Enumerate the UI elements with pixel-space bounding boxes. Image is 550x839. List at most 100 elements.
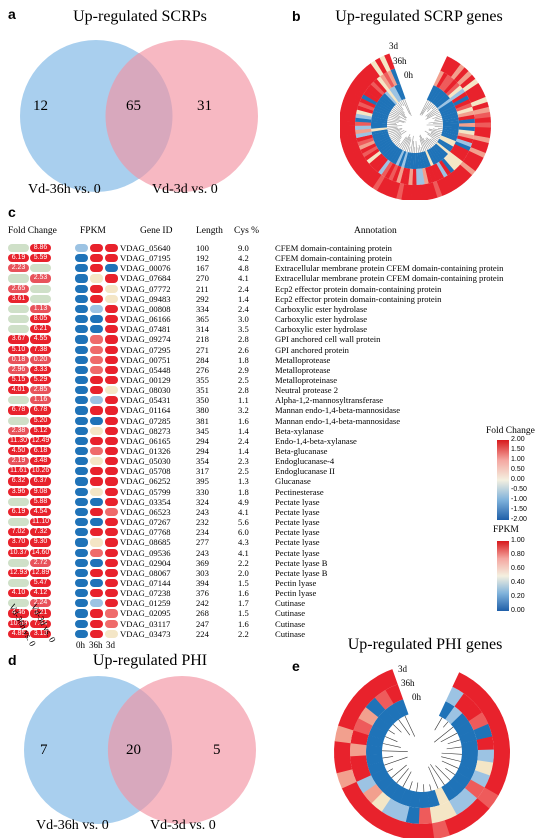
heatmap-segment — [355, 73, 371, 88]
gene-id: VDAG_07772 — [120, 283, 171, 294]
heatmap-segment — [440, 177, 452, 195]
fpkm-cell-3d — [105, 507, 118, 517]
legend-fpkm-tick: 0.80 — [511, 551, 525, 558]
gene-length: 292 — [196, 293, 209, 304]
gene-length: 314 — [196, 324, 209, 335]
dendrogram-branch — [409, 781, 413, 791]
heatmap-segment — [470, 96, 488, 108]
fpkm-cell-0h — [75, 507, 88, 517]
heatmap-segment — [447, 151, 463, 165]
heatmap-segment — [378, 97, 394, 110]
dendrogram-branch — [392, 724, 402, 733]
fc-36h-cell: 6.32 — [8, 477, 29, 486]
heatmap-segment — [470, 143, 488, 154]
heatmap-segment — [464, 154, 482, 168]
fpkm-cell-3d — [105, 589, 118, 598]
heatmap-segment — [438, 100, 454, 112]
fpkm-cell-0h — [75, 345, 88, 354]
heatmap-segment — [445, 706, 463, 725]
dendrogram-branch — [396, 103, 405, 114]
fc-3d-cell: 5.59 — [30, 254, 51, 263]
heatmap-segment — [457, 164, 473, 180]
fc-36h-cell — [8, 558, 29, 567]
fpkm-cell-3d — [105, 538, 118, 547]
cys-percent: 2.4 — [238, 283, 249, 294]
gene-id: VDAG_05640 — [120, 243, 171, 253]
fc-3d-cell: 4.12 — [30, 589, 51, 598]
gene-id: VDAG_03354 — [120, 496, 171, 507]
fpkm-cell-3d — [105, 558, 118, 567]
heatmap-segment — [392, 149, 403, 165]
heatmap-segment — [424, 150, 434, 167]
fpkm-cell-36h — [90, 345, 103, 354]
gene-annotation: Pectate lyase — [275, 496, 320, 507]
heatmap-segment — [383, 144, 397, 158]
gene-id: VDAG_05799 — [120, 486, 171, 497]
fpkm-cell-3d — [105, 294, 118, 303]
heatmap-segment — [456, 807, 478, 830]
fc-36h-cell — [8, 578, 29, 588]
heatmap-segment — [379, 141, 394, 154]
gene-id: VDAG_06523 — [120, 506, 171, 517]
dendrogram-branch — [428, 128, 443, 133]
heatmap-segment — [467, 150, 484, 163]
heatmap-segment — [406, 152, 412, 169]
fpkm-cell-0h — [75, 284, 88, 293]
gene-annotation: Pectate lyase B — [275, 567, 328, 578]
fc-3d-cell: 12.49 — [30, 436, 51, 446]
heatmap-segment — [456, 135, 474, 144]
fpkm-cell-0h — [75, 304, 88, 314]
fpkm-cell-3d — [105, 457, 118, 466]
fc-36h-cell: 2.96 — [8, 365, 29, 374]
fpkm-cell-3d — [105, 477, 118, 486]
heatmap-segment — [462, 701, 483, 722]
ring-b-label-3d: 3d — [389, 41, 398, 51]
heatmap-segment — [386, 70, 398, 87]
heatmap-segment — [380, 95, 395, 108]
heatmap-segment — [344, 696, 366, 719]
dendrogram-branch — [382, 756, 394, 759]
heatmap-segment — [353, 160, 370, 175]
fpkm-cell-36h — [90, 619, 103, 628]
heatmap-segment — [345, 149, 363, 162]
heatmap-segment — [391, 85, 403, 102]
fc-36h-cell: 3.61 — [8, 294, 29, 303]
dendrogram-branch — [441, 752, 462, 755]
fpkm-cell-36h — [90, 629, 103, 638]
heatmap-segment — [356, 163, 372, 178]
heatmap-segment — [450, 170, 465, 187]
dendrogram-branch — [394, 105, 406, 116]
gene-length: 351 — [196, 385, 209, 396]
dendrogram-branch — [388, 114, 400, 120]
dendrogram-branch — [382, 743, 401, 748]
fpkm-cell-0h — [75, 396, 88, 405]
dendrogram-branch — [425, 106, 437, 117]
heatmap-segment — [468, 712, 489, 731]
gene-annotation: Mannan endo-1,4-beta-mannosidase — [275, 415, 401, 426]
fpkm-cell-3d — [105, 375, 118, 385]
heatmap-segment — [370, 768, 390, 785]
heatmap-segment — [358, 69, 374, 85]
cys-percent: 1.5 — [238, 577, 249, 588]
heatmap-segment — [417, 823, 435, 838]
fpkm-cell-36h — [90, 386, 103, 395]
fpkm-cell-36h — [90, 457, 103, 466]
gene-id: VDAG_00076 — [120, 263, 171, 274]
heatmap-segment — [454, 99, 471, 109]
dendrogram-branch — [388, 116, 406, 123]
dendrogram-branch — [405, 137, 411, 152]
dendrogram-branch — [417, 147, 419, 153]
heatmap-segment — [355, 113, 372, 120]
gene-annotation: CFEM domain-containing protein — [275, 243, 392, 253]
heatmap-segment — [432, 180, 443, 198]
cys-percent: 1.7 — [238, 598, 249, 609]
fc-36h-cell: 11.30 — [8, 436, 29, 446]
table-row: 6.32 6.37 VDAG_06252 395 1.3 Glucanase — [0, 476, 550, 486]
table-row: 5.47 VDAG_07144 394 1.5 Pectin lyase — [0, 578, 550, 588]
fc-3d-cell: 2.53 — [30, 274, 51, 283]
heatmap-segment — [392, 803, 410, 823]
table-row: 2.53 VDAG_07684 270 4.1 Extracellular membra… — [0, 273, 550, 283]
heatmap-segment — [427, 166, 437, 183]
heatmap-segment — [457, 110, 475, 118]
gene-annotation: Metalloprotease — [275, 354, 331, 365]
